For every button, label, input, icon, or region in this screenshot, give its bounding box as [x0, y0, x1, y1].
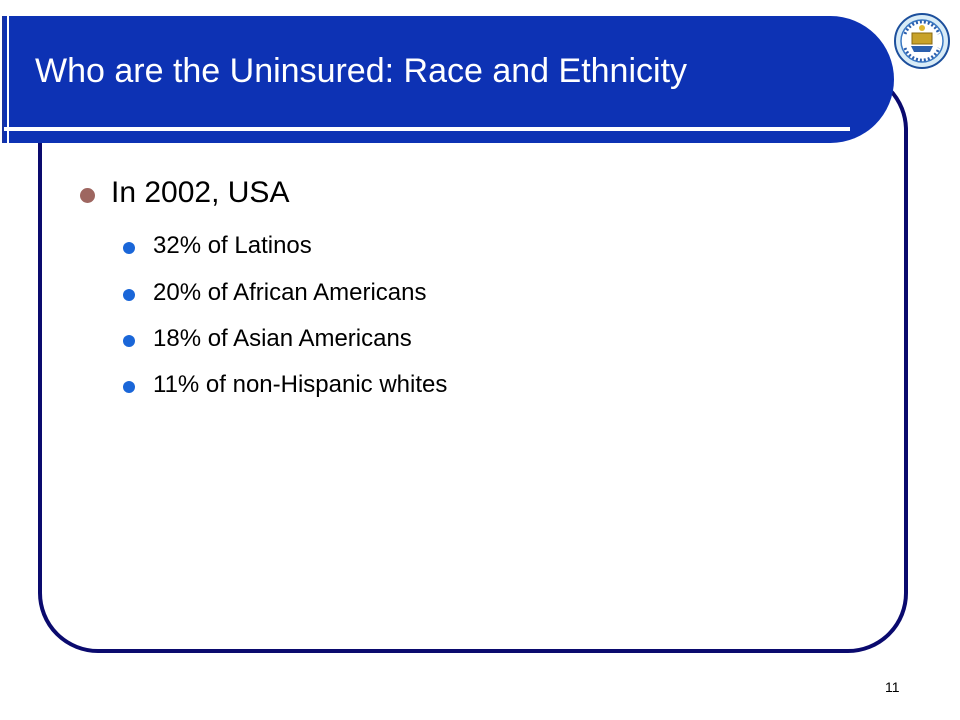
title-underline: [4, 127, 850, 131]
bullet-sub-text: 18% of Asian Americans: [153, 325, 412, 352]
bullet-sub-text: 11% of non-Hispanic whites: [153, 371, 448, 398]
bullet-dot-icon: [123, 381, 135, 393]
content-frame: [38, 70, 908, 653]
bullet-dot-icon: [123, 335, 135, 347]
slide-title: Who are the Uninsured: Race and Ethnicit…: [35, 52, 688, 90]
bullet-main-text: In 2002, USA: [111, 176, 290, 209]
bullet-sub-text: 32% of Latinos: [153, 232, 312, 259]
title-bar: Who are the Uninsured: Race and Ethnicit…: [2, 16, 894, 143]
page-number: 11: [885, 679, 900, 695]
bullet-dot-icon: [80, 188, 95, 203]
bullet-sub-text: 20% of African Americans: [153, 279, 427, 306]
bullet-dot-icon: [123, 289, 135, 301]
title-bar-edge-highlight: [7, 16, 9, 143]
university-seal-icon: [894, 13, 950, 69]
title-bar-edge: [2, 16, 4, 143]
bullet-dot-icon: [123, 242, 135, 254]
